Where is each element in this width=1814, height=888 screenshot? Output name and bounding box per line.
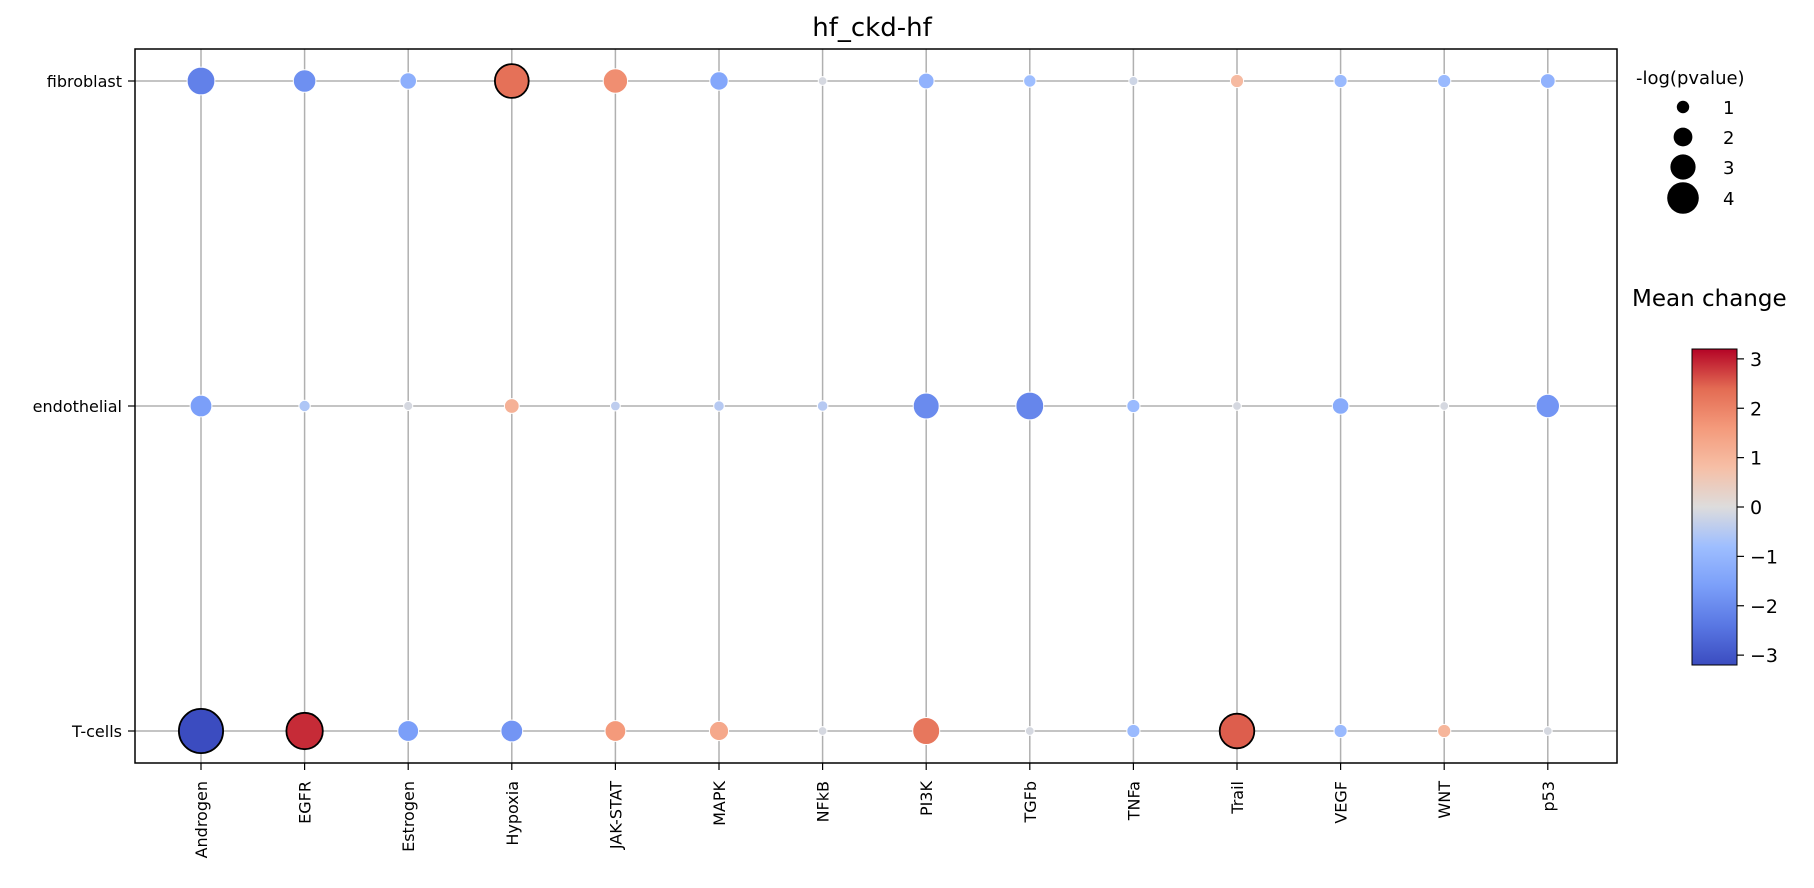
colorbar-tick-label: −1 — [1750, 546, 1778, 568]
data-point — [503, 398, 520, 414]
x-tick-label: NFkB — [814, 781, 833, 822]
data-point — [1229, 73, 1245, 89]
data-point — [1333, 723, 1348, 739]
colorbar-tick-label: −3 — [1750, 645, 1778, 667]
size-legend-marker — [1670, 154, 1696, 180]
data-point — [186, 66, 216, 96]
x-tick-label: EGFR — [296, 781, 315, 824]
data-point — [817, 76, 828, 86]
data-point — [1333, 73, 1348, 89]
data-point — [1126, 723, 1141, 739]
data-point — [610, 400, 621, 412]
x-axis: Androgen EGFR Estrogen Hypoxia JAK-STAT MAPK N… — [192, 763, 1558, 858]
x-tick-label: p53 — [1539, 781, 1558, 812]
data-point — [1126, 398, 1141, 414]
colorbar-tick-label: −2 — [1750, 596, 1778, 618]
data-point — [912, 717, 941, 745]
colorbar-title: Mean change — [1632, 286, 1787, 312]
data-point — [500, 719, 524, 743]
size-legend-label: 3 — [1723, 158, 1734, 179]
y-axis: fibroblast endothelial T-cells — [33, 72, 135, 741]
chart-title: hf_ckd-hf — [812, 13, 932, 43]
y-tick-label: T-cells — [71, 722, 122, 741]
colorbar-tick-label: 0 — [1750, 497, 1762, 519]
data-point — [602, 68, 629, 94]
x-tick-label: JAK-STAT — [606, 781, 625, 850]
x-tick-label: TNFa — [1124, 781, 1143, 821]
x-tick-label: Trail — [1228, 781, 1247, 815]
data-point — [177, 708, 224, 755]
data-point — [189, 394, 213, 418]
data-point — [1015, 391, 1045, 421]
colorbar-tick-label: 1 — [1750, 448, 1762, 470]
data-point — [817, 726, 828, 736]
y-tick-label: fibroblast — [47, 72, 122, 91]
data-point — [1218, 712, 1256, 750]
x-tick-label: Androgen — [192, 781, 211, 858]
data-point — [1331, 397, 1350, 415]
size-legend-marker — [1667, 182, 1699, 214]
x-tick-label: TGFb — [1021, 781, 1040, 824]
data-point — [1232, 401, 1242, 411]
data-point — [493, 63, 530, 99]
x-tick-label: VEGF — [1332, 781, 1351, 824]
data-point — [1535, 393, 1561, 419]
colorbar-tick-label: 2 — [1750, 398, 1762, 420]
data-point — [399, 72, 418, 90]
data-point — [1437, 73, 1452, 89]
data-point — [298, 399, 311, 413]
data-point — [403, 400, 414, 412]
size-legend-label: 2 — [1723, 128, 1734, 149]
data-point — [1023, 74, 1037, 88]
x-tick-label: PI3K — [917, 781, 936, 817]
data-point — [285, 711, 324, 751]
colorbar-gradient — [1691, 348, 1738, 666]
x-tick-label: MAPK — [710, 780, 729, 825]
size-legend-marker — [1676, 100, 1690, 114]
size-legend-label: 1 — [1723, 98, 1734, 119]
colorbar: Mean change 3 2 1 0 −1 −2 −3 — [1632, 286, 1787, 667]
data-point — [1539, 73, 1556, 89]
size-legend: -log(pvalue) 1 2 3 4 — [1636, 68, 1745, 214]
data-point — [1439, 401, 1450, 411]
data-point — [604, 720, 627, 742]
data-point — [1128, 75, 1139, 87]
data-point — [709, 71, 729, 91]
x-tick-label: WNT — [1435, 781, 1454, 819]
grid-lines — [135, 49, 1617, 763]
data-point — [816, 400, 829, 412]
data-point — [1437, 723, 1452, 739]
data-point — [1542, 726, 1553, 736]
size-legend-label: 4 — [1723, 189, 1734, 210]
size-legend-marker — [1673, 127, 1693, 147]
data-point — [397, 720, 420, 742]
size-legend-title: -log(pvalue) — [1636, 68, 1745, 89]
x-tick-label: Hypoxia — [503, 781, 522, 846]
data-point — [912, 392, 940, 420]
x-tick-label: Estrogen — [399, 781, 418, 852]
data-point — [917, 72, 935, 90]
y-tick-label: endothelial — [33, 397, 122, 416]
data-point — [1024, 726, 1035, 736]
data-point — [713, 400, 725, 412]
data-point — [708, 720, 730, 742]
colorbar-tick-label: 3 — [1750, 349, 1762, 371]
data-point — [292, 69, 317, 93]
data-points — [177, 63, 1561, 755]
